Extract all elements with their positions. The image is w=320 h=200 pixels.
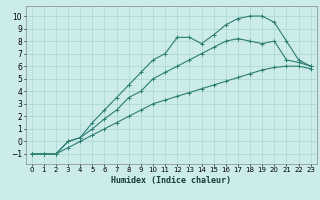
X-axis label: Humidex (Indice chaleur): Humidex (Indice chaleur): [111, 176, 231, 185]
